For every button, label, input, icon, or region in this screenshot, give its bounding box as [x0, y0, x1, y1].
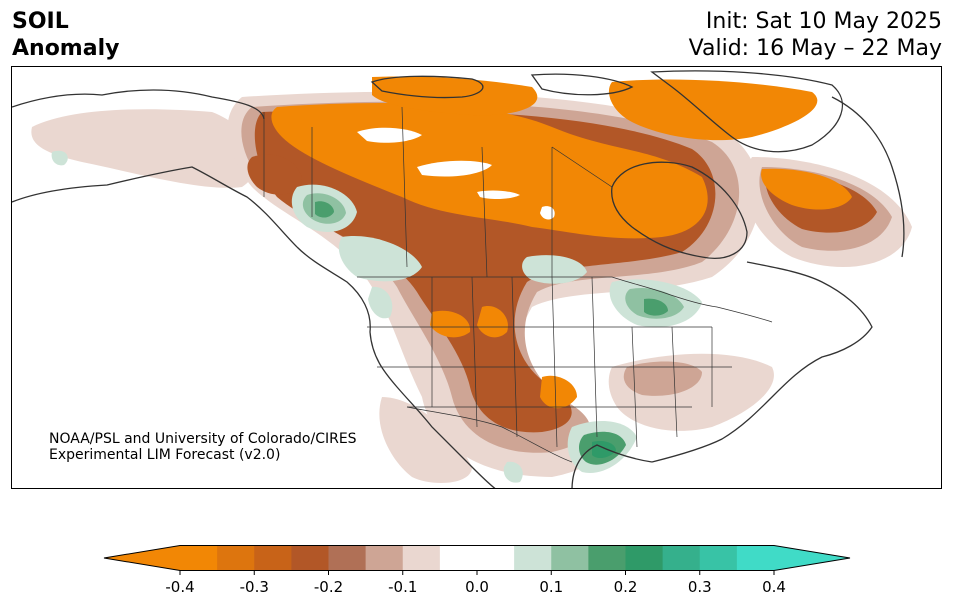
political-borders: [263, 106, 773, 463]
dry-region-faint-southwest: [379, 397, 472, 483]
us-states-vertical: [431, 276, 713, 448]
dry-region-faint-west: [31, 109, 257, 188]
colorbar-tick-labels: -0.4 -0.3 -0.2 -0.1 0.0 0.1 0.2 0.3 0.4: [0, 578, 954, 598]
coastlines: [12, 70, 905, 488]
colorbar-bin: [180, 545, 218, 571]
colorbar-bin: [477, 545, 515, 571]
wet-region-faint-alaska: [51, 150, 68, 166]
colorbar-bin: [625, 545, 664, 571]
gulf-coast: [571, 444, 653, 488]
credit-line-1: NOAA/PSL and University of Colorado/CIRE…: [49, 431, 357, 447]
colorbar-bin: [217, 545, 255, 571]
colorbar-bin: [699, 545, 738, 571]
anomaly-fields: [31, 76, 912, 483]
colorbar-over-arrow: [774, 545, 850, 571]
colorbar-tick-label: 0.0: [465, 578, 489, 596]
colorbar-bin: [662, 545, 701, 571]
colorbar: [103, 545, 851, 575]
colorbar-tick-label: -0.3: [239, 578, 269, 596]
arctic-islands: [370, 70, 843, 153]
map-title: SOIL Anomaly: [12, 8, 119, 62]
colorbar-bin: [254, 545, 292, 571]
wet-region-faint-california: [368, 286, 393, 319]
greenland-edge: [831, 96, 905, 258]
credit-line-2: Experimental LIM Forecast (v2.0): [49, 447, 281, 463]
colorbar-bin: [402, 545, 441, 571]
wet-region-strong-bc: [315, 201, 334, 218]
lake-athabasca: [477, 190, 520, 200]
colorbar-bin: [365, 545, 404, 571]
colorbar-bin: [291, 545, 329, 571]
lakes: [357, 127, 555, 220]
colorbar-tick-label: 0.4: [762, 578, 786, 596]
credit-text: NOAA/PSL and University of Colorado/CIRE…: [49, 431, 357, 463]
colorbar-bin: [736, 545, 775, 571]
dry-region-strong-texas: [540, 375, 577, 409]
soil-anomaly-map: [12, 70, 912, 488]
wet-region-strong-greatlakes: [644, 298, 668, 316]
colorbar-bin: [439, 545, 478, 571]
dry-region-strong-north: [372, 76, 538, 116]
title-line-2: Anomaly: [12, 36, 120, 61]
wet-region-faint-rockies: [338, 236, 422, 282]
colorbar-under-arrow: [104, 545, 180, 571]
colorbar-graphic: [103, 545, 851, 575]
title-line-1: SOIL: [12, 9, 69, 34]
pacific-coast: [296, 246, 496, 488]
colorbar-bin: [328, 545, 367, 571]
wet-region-faint-dakotas: [522, 255, 587, 284]
valid-date: Valid: 16 May – 22 May: [688, 36, 942, 61]
hudson-bay-coast: [611, 161, 748, 259]
dry-region-light-southeast: [623, 361, 702, 396]
init-date: Init: Sat 10 May 2025: [705, 9, 942, 34]
colorbar-bin: [588, 545, 626, 571]
dry-region-strong-nevada: [430, 310, 471, 338]
great-slave-lake: [417, 160, 492, 177]
alaska-coast: [12, 89, 298, 248]
colorbar-bin: [514, 545, 552, 571]
forecast-dates: Init: Sat 10 May 2025 Valid: 16 May – 22…: [689, 8, 942, 62]
canada-provinces: [311, 106, 613, 278]
us-mexico-border: [406, 406, 573, 463]
dry-region-strong-greenland: [608, 79, 818, 141]
dry-region-strong-quebec: [761, 168, 852, 210]
lake-winnipeg: [540, 206, 555, 220]
dry-region-brown-alberta: [247, 154, 302, 195]
colorbar-bin: [551, 545, 589, 571]
us-canada-border: [357, 276, 773, 323]
wet-region-faint-mexico: [503, 461, 523, 483]
colorbar-tick-label: -0.4: [165, 578, 195, 596]
colorbar-tick-label: 0.2: [613, 578, 638, 596]
map-panel: [11, 66, 942, 489]
atlantic-coast: [651, 261, 873, 463]
colorbar-tick-label: 0.1: [539, 578, 564, 596]
dry-region-strong-plains: [477, 306, 508, 338]
colorbar-tick-label: 0.3: [687, 578, 712, 596]
colorbar-tick-label: -0.1: [388, 578, 418, 596]
great-bear-lake: [357, 127, 422, 143]
colorbar-tick-label: -0.2: [313, 578, 344, 596]
